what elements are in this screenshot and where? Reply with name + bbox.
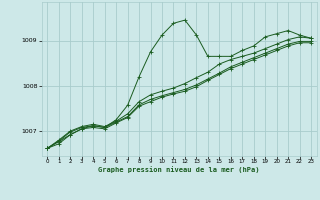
X-axis label: Graphe pression niveau de la mer (hPa): Graphe pression niveau de la mer (hPa) bbox=[99, 166, 260, 173]
